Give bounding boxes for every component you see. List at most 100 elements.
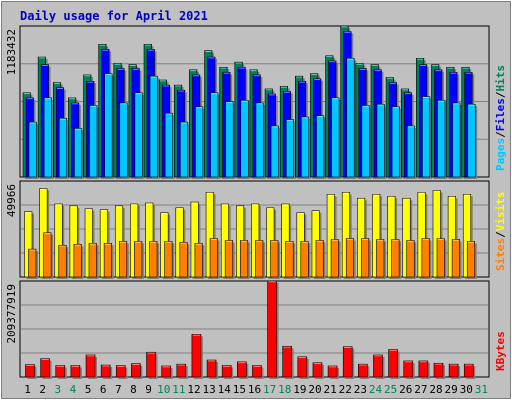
kbytes-bar-day-13 [206, 359, 217, 378]
sites-bar-day-28 [436, 238, 445, 278]
sites-bar-day-15 [240, 240, 249, 278]
x-tick-label-day-4: 4 [70, 383, 77, 396]
legend-separator: / [494, 231, 507, 238]
pages-bar-day-21 [331, 97, 340, 178]
chart-title: Daily usage for April 2021 [20, 9, 208, 23]
sites-bar-day-2 [43, 232, 52, 278]
x-tick-label-day-25: 25 [384, 383, 397, 396]
sites-bar-day-14 [224, 240, 233, 278]
sites-bar-day-20 [315, 240, 324, 278]
pages-bar-day-6 [104, 73, 113, 178]
sites-bar-day-16 [255, 240, 264, 278]
sites-bar-day-10 [164, 241, 173, 278]
pages-bar-day-15 [240, 100, 249, 178]
pages-bar-day-28 [437, 100, 446, 178]
kbytes-bar-day-23 [358, 363, 368, 378]
kbytes-bar-day-16 [252, 365, 262, 378]
kbytes-bar-day-5 [85, 354, 96, 378]
legend-visits: Visits [494, 192, 507, 232]
kbytes-bar-day-15 [237, 361, 247, 378]
legend-sites: Sites [494, 238, 507, 271]
x-tick-label-day-15: 15 [233, 383, 246, 396]
legend-pages: Pages [494, 138, 507, 171]
x-tick-label-day-2: 2 [39, 383, 46, 396]
pages-bar-day-26 [406, 125, 416, 178]
sites-bar-day-12 [194, 243, 203, 278]
x-tick-label-day-22: 22 [339, 383, 352, 396]
sites-bar-day-6 [103, 243, 112, 278]
sites-bar-day-22 [345, 238, 355, 278]
pages-bar-day-1 [28, 121, 37, 178]
kbytes-bar-day-27 [418, 360, 429, 378]
pages-bar-day-12 [195, 106, 204, 178]
x-tick-label-day-13: 13 [202, 383, 215, 396]
sites-bar-day-1 [28, 248, 37, 278]
pages-bar-day-25 [391, 106, 400, 178]
pages-bar-day-24 [376, 103, 385, 178]
kbytes-bar-day-22 [342, 346, 353, 378]
sites-bar-day-26 [406, 240, 415, 278]
kbytes-bar-day-11 [176, 363, 187, 378]
kbytes-bar-day-6 [100, 364, 111, 378]
x-tick-label-day-18: 18 [278, 383, 291, 396]
legend-kbytes: KBytes [494, 331, 507, 371]
sites-bar-day-19 [300, 241, 309, 278]
sites-bar-day-13 [209, 238, 218, 278]
kbytes-bar-day-26 [403, 360, 414, 378]
pages-bar-day-22 [346, 58, 355, 178]
sites-bar-day-9 [149, 241, 158, 278]
pages-bar-day-11 [179, 121, 189, 178]
x-tick-label-day-16: 16 [248, 383, 261, 396]
pages-bar-day-7 [119, 102, 128, 178]
sites-bar-day-29 [451, 239, 460, 278]
x-tick-label-day-17: 17 [263, 383, 276, 396]
panel-visits-sites-legend: Sites/Visits [494, 192, 507, 272]
sites-bar-day-4 [73, 244, 82, 278]
kbytes-bar-day-20 [312, 362, 323, 378]
x-tick-label-day-24: 24 [369, 383, 383, 396]
legend-files: Files [494, 98, 507, 131]
x-tick-label-day-9: 9 [145, 383, 152, 396]
x-tick-label-day-1: 1 [24, 383, 31, 396]
kbytes-bar-day-28 [433, 362, 444, 378]
sites-bar-day-11 [179, 242, 188, 278]
pages-bar-day-9 [149, 75, 158, 178]
pages-bar-day-10 [164, 112, 173, 178]
panel-kbytes-legend: KBytes [494, 331, 507, 371]
kbytes-bar-day-2 [40, 358, 50, 378]
kbytes-bar-day-17 [267, 280, 277, 378]
pages-bar-day-13 [210, 92, 219, 178]
x-tick-label-day-11: 11 [172, 383, 185, 396]
kbytes-bar-day-29 [448, 363, 459, 378]
sites-bar-day-5 [88, 243, 97, 278]
legend-separator: / [494, 91, 507, 98]
panel-hits-files-pages-legend: Pages/Files/Hits [494, 65, 507, 171]
x-tick-label-day-5: 5 [85, 383, 92, 396]
kbytes-bar-day-4 [70, 365, 81, 378]
x-tick-label-day-26: 26 [399, 383, 412, 396]
x-tick-label-day-28: 28 [429, 383, 442, 396]
legend-separator: / [494, 131, 507, 138]
panel-visits-sites-ymax-label: 49966 [5, 184, 18, 217]
pages-bar-day-17 [270, 125, 279, 178]
x-tick-label-day-14: 14 [218, 383, 232, 396]
kbytes-bar-day-3 [55, 365, 66, 378]
sites-bar-day-3 [58, 244, 67, 278]
pages-bar-day-16 [255, 102, 264, 178]
kbytes-bar-day-8 [131, 363, 141, 378]
x-tick-label-day-8: 8 [130, 383, 137, 396]
pages-bar-day-8 [134, 92, 143, 178]
kbytes-bar-day-24 [373, 354, 383, 378]
pages-bar-day-29 [452, 102, 461, 178]
kbytes-bar-day-30 [463, 363, 474, 378]
kbytes-bar-day-12 [191, 334, 202, 378]
x-tick-label-day-10: 10 [157, 383, 170, 396]
panel-kbytes-ymax-label: 209377919 [5, 284, 18, 344]
pages-bar-day-20 [316, 115, 325, 178]
pages-bar-day-5 [89, 105, 98, 178]
panel-hits-files-pages-ymax-label: 1183432 [5, 29, 18, 75]
pages-bar-day-30 [467, 103, 476, 178]
sites-bar-day-21 [330, 239, 339, 278]
x-tick-label-day-21: 21 [324, 383, 337, 396]
